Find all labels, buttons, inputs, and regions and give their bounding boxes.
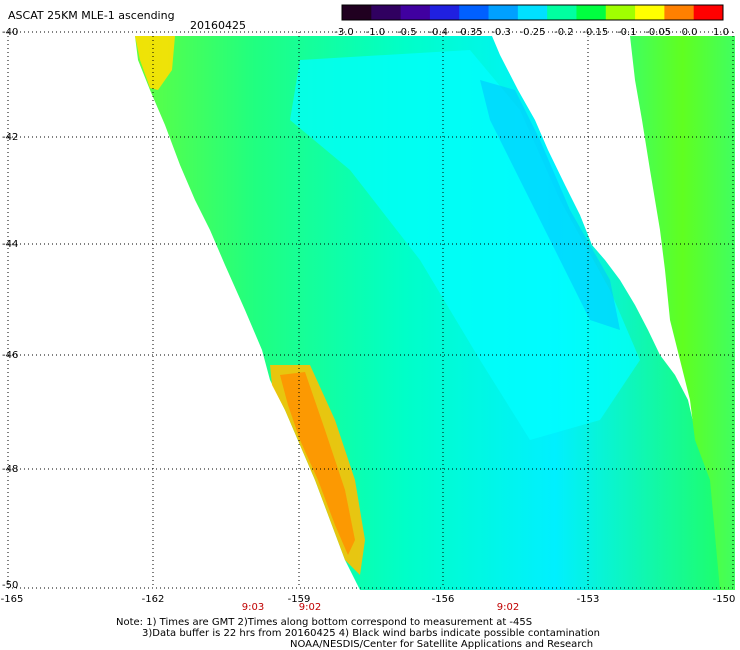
- lat-label: -42: [2, 132, 19, 143]
- colorbar-tick-label: -1.0: [365, 27, 386, 38]
- colorbar-swatch: [342, 5, 372, 20]
- colorbar-swatch: [517, 5, 548, 20]
- time-label: 9:02: [298, 602, 322, 613]
- colorbar-tick-label: -0.2: [554, 27, 574, 38]
- colorbar-swatch: [693, 5, 724, 20]
- colorbar-tick-label: -0.15: [582, 27, 609, 38]
- lat-label: -44: [2, 239, 19, 250]
- note-line-1: Note: 1) Times are GMT 2)Times along bot…: [116, 617, 533, 628]
- swath-core-min: [480, 80, 620, 330]
- lon-label: -153: [576, 594, 600, 605]
- swath-right: [630, 36, 735, 590]
- lat-label: -50: [2, 580, 19, 591]
- lon-label: -165: [0, 594, 24, 605]
- lon-label: -159: [287, 594, 311, 605]
- colorbar-swatch: [429, 5, 460, 20]
- colorbar-swatch: [400, 5, 431, 20]
- lat-label: -48: [2, 464, 19, 475]
- colorbar-tick-label: -3.0: [334, 27, 354, 38]
- lon-label: -150: [712, 594, 736, 605]
- swath-edge-top: [135, 36, 175, 90]
- colorbar: [341, 4, 724, 21]
- note-line-2: 3)Data buffer is 22 hrs from 20160425 4)…: [142, 628, 600, 639]
- colorbar-swatch: [459, 5, 490, 20]
- colorbar-tick-label: -0.1: [616, 27, 637, 38]
- swath-edge-peak: [280, 372, 355, 555]
- colorbar-swatch: [664, 5, 695, 20]
- colorbar-tick-label: -0.25: [519, 27, 546, 38]
- lat-label: -46: [2, 350, 19, 361]
- note-line-3: NOAA/NESDIS/Center for Satellite Applica…: [290, 639, 594, 650]
- lon-label: -156: [431, 594, 455, 605]
- colorbar-tick-label: 0.0: [681, 27, 698, 38]
- colorbar-tick-label: -0.3: [491, 27, 511, 38]
- time-label: 9:02: [496, 602, 520, 613]
- colorbar-tick-label: -0.5: [397, 27, 417, 38]
- colorbar-frame: [341, 4, 724, 21]
- map-date: 20160425: [190, 19, 246, 32]
- colorbar-tick-label: -0.05: [645, 27, 672, 38]
- map-title: ASCAT 25KM MLE-1 ascending: [8, 9, 175, 22]
- colorbar-swatch: [605, 5, 636, 20]
- grid: [7, 31, 735, 589]
- colorbar-swatch: [547, 5, 577, 20]
- colorbar-swatch: [488, 5, 519, 20]
- colorbar-swatch: [371, 5, 402, 20]
- time-label: 9:03: [241, 602, 265, 613]
- colorbar-swatch: [635, 5, 665, 20]
- colorbar-tick-label: -0.4: [428, 27, 449, 38]
- swath-main: [135, 36, 735, 590]
- colorbar-tick-label: -0.35: [456, 27, 483, 38]
- lon-label: -162: [141, 594, 165, 605]
- swath-core-low: [290, 50, 640, 440]
- colorbar-swatch: [576, 5, 607, 20]
- colorbar-tick-label: 1.0: [713, 27, 729, 38]
- lat-label: -40: [2, 27, 19, 38]
